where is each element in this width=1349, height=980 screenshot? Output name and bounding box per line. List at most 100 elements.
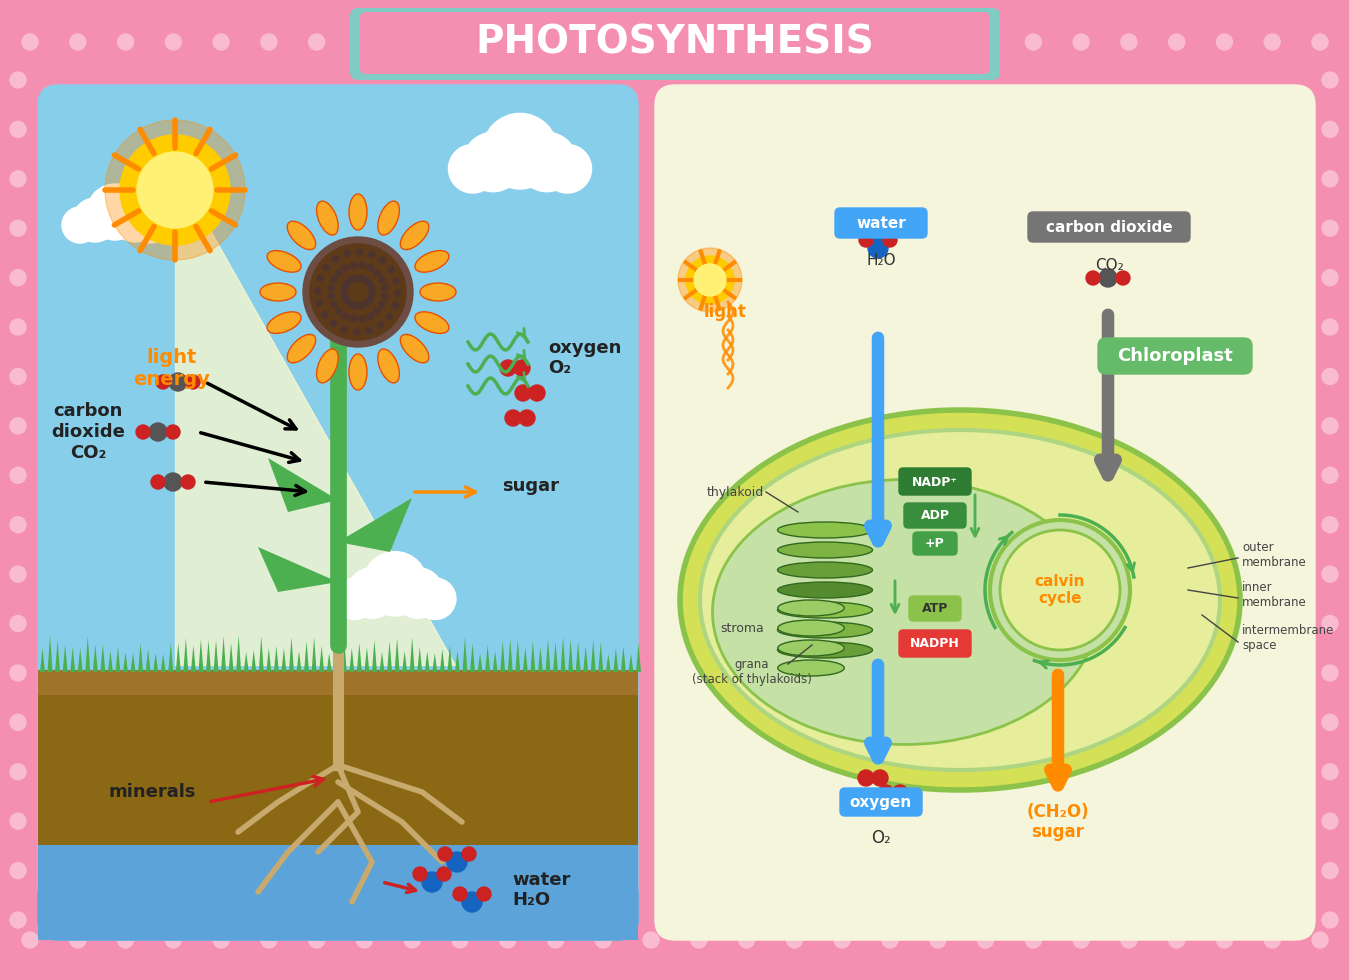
Circle shape (368, 252, 375, 258)
Circle shape (166, 34, 181, 50)
Circle shape (413, 867, 428, 881)
Polygon shape (221, 636, 227, 672)
Circle shape (166, 932, 181, 948)
Circle shape (1121, 932, 1137, 948)
Polygon shape (515, 640, 521, 672)
Polygon shape (183, 638, 189, 672)
Circle shape (22, 932, 38, 948)
Circle shape (213, 932, 229, 948)
Circle shape (500, 360, 517, 376)
Circle shape (148, 423, 167, 441)
Polygon shape (38, 845, 638, 940)
Circle shape (213, 34, 229, 50)
Polygon shape (282, 648, 286, 672)
Polygon shape (440, 649, 445, 672)
Circle shape (117, 34, 134, 50)
Circle shape (317, 300, 322, 306)
Polygon shape (598, 642, 603, 672)
Polygon shape (70, 647, 76, 672)
Ellipse shape (260, 283, 295, 301)
Text: intermembrane
space: intermembrane space (1242, 624, 1334, 652)
Circle shape (515, 385, 532, 401)
Ellipse shape (287, 221, 316, 250)
Ellipse shape (415, 312, 449, 333)
Polygon shape (339, 498, 411, 552)
Polygon shape (266, 648, 271, 672)
Polygon shape (123, 652, 128, 672)
Polygon shape (213, 640, 219, 672)
Polygon shape (108, 651, 113, 672)
Text: ATP: ATP (921, 602, 948, 614)
Polygon shape (138, 643, 143, 672)
FancyBboxPatch shape (38, 85, 638, 940)
Circle shape (367, 297, 372, 303)
Circle shape (548, 34, 564, 50)
Circle shape (452, 34, 468, 50)
Circle shape (363, 277, 368, 283)
Polygon shape (591, 640, 596, 672)
Polygon shape (55, 640, 61, 672)
Circle shape (1322, 270, 1338, 285)
Polygon shape (402, 651, 407, 672)
Circle shape (834, 932, 850, 948)
Circle shape (366, 327, 372, 333)
Circle shape (378, 322, 383, 328)
Circle shape (113, 198, 156, 242)
Circle shape (356, 249, 363, 255)
Circle shape (138, 152, 213, 228)
Circle shape (366, 280, 372, 286)
FancyBboxPatch shape (913, 532, 956, 555)
Circle shape (463, 132, 522, 192)
Circle shape (9, 912, 26, 928)
Circle shape (867, 238, 888, 258)
Circle shape (858, 770, 874, 786)
Ellipse shape (267, 251, 301, 272)
Circle shape (405, 34, 421, 50)
Circle shape (331, 276, 337, 283)
Polygon shape (561, 637, 565, 672)
Circle shape (186, 375, 200, 389)
Circle shape (331, 301, 337, 308)
Circle shape (370, 288, 375, 295)
Text: H₂O: H₂O (866, 253, 896, 268)
Circle shape (70, 932, 86, 948)
Text: NADPH: NADPH (911, 636, 960, 650)
Polygon shape (576, 642, 580, 672)
Polygon shape (236, 635, 241, 672)
Circle shape (786, 932, 803, 948)
FancyBboxPatch shape (38, 875, 638, 940)
Circle shape (347, 567, 398, 618)
Circle shape (331, 320, 336, 326)
Text: Chloroplast: Chloroplast (1117, 347, 1233, 365)
Ellipse shape (349, 194, 367, 230)
Polygon shape (492, 651, 498, 672)
Polygon shape (93, 644, 98, 672)
Circle shape (351, 275, 356, 282)
Circle shape (379, 276, 384, 283)
Ellipse shape (378, 349, 399, 383)
Circle shape (374, 308, 380, 315)
Circle shape (9, 813, 26, 829)
FancyBboxPatch shape (656, 85, 1315, 940)
Polygon shape (38, 670, 638, 695)
Polygon shape (161, 654, 166, 672)
Text: calvin
cycle: calvin cycle (1035, 574, 1085, 607)
Circle shape (387, 314, 393, 319)
Circle shape (62, 207, 98, 243)
Circle shape (1322, 813, 1338, 829)
Ellipse shape (777, 522, 873, 538)
Text: stroma: stroma (720, 621, 764, 634)
Circle shape (1322, 665, 1338, 681)
Circle shape (9, 862, 26, 879)
Circle shape (169, 373, 188, 391)
Polygon shape (629, 654, 634, 672)
Circle shape (86, 184, 143, 240)
Text: outer
membrane: outer membrane (1242, 541, 1307, 569)
Circle shape (382, 293, 387, 299)
Circle shape (165, 473, 182, 491)
Circle shape (317, 275, 324, 281)
Circle shape (336, 270, 341, 276)
FancyBboxPatch shape (898, 630, 971, 657)
Circle shape (1086, 271, 1099, 285)
Polygon shape (387, 641, 393, 672)
